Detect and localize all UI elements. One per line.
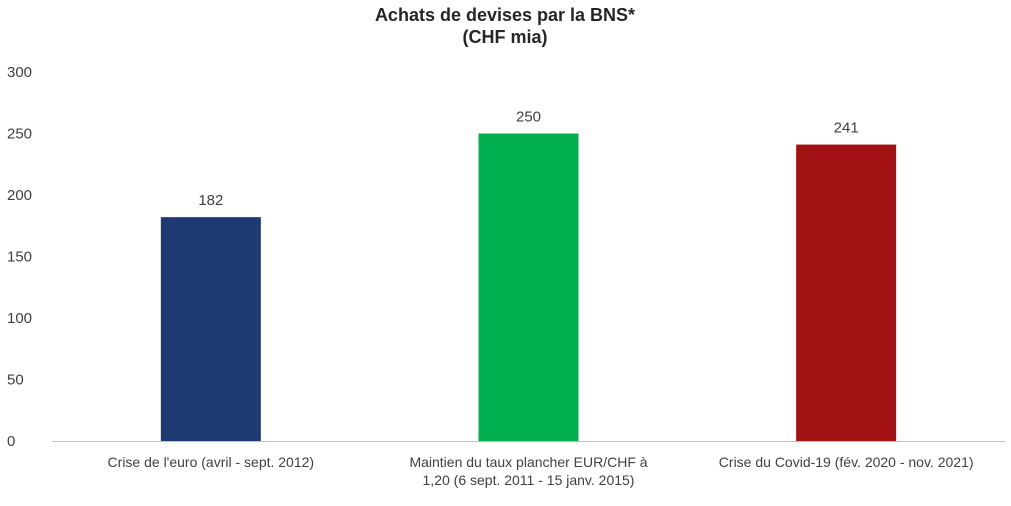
y-axis-ticks: 0 50 100 150 200 250 300 [7,64,32,450]
y-tick-label: 0 [7,433,15,450]
bars [160,133,897,441]
bar [796,144,897,441]
x-category-label: Crise de l'euro (avril - sept. 2012) [108,454,315,470]
x-category-label: Crise du Covid-19 (fév. 2020 - nov. 2021… [719,454,974,470]
y-tick-label: 200 [7,187,32,204]
x-category-label: Maintien du taux plancher EUR/CHF à [409,454,647,470]
y-tick-label: 150 [7,249,32,266]
y-tick-label: 50 [7,372,24,389]
x-axis-categories: Crise de l'euro (avril - sept. 2012) Main… [108,454,974,488]
y-tick-label: 250 [7,126,32,143]
chart-title: Achats de devises par la BNS*(CHF mia) [375,5,635,47]
bar-value-label: 182 [198,192,223,209]
bar [478,133,579,441]
bar [160,217,261,441]
y-tick-label: 300 [7,64,32,81]
data-labels: 182 250 241 [198,109,858,210]
chart-subtitle-line: (CHF mia) [463,27,548,47]
bar-value-label: 241 [834,120,859,137]
x-category-label: 1,20 (6 sept. 2011 - 15 janv. 2015) [423,472,635,488]
chart-title-line: Achats de devises par la BNS* [375,5,635,25]
y-tick-label: 100 [7,310,32,327]
bar-value-label: 250 [516,109,541,126]
